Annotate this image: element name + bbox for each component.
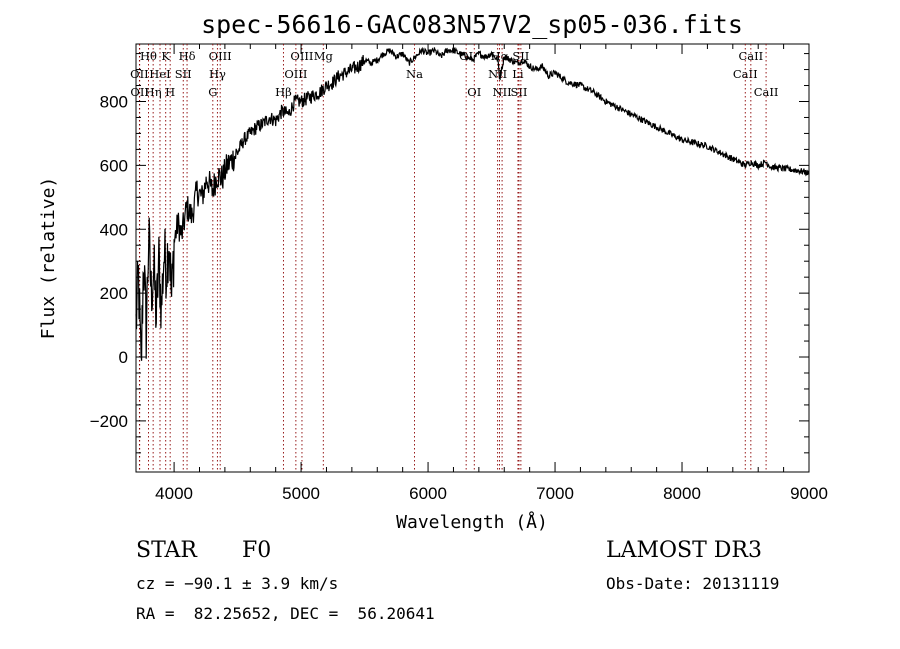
spectral-line-label: SII [175,67,192,81]
spectral-line-label: Hβ [275,85,292,99]
spectral-line-label: K [161,49,170,63]
axis-ticks-layer: 4000 5000 6000 7000 8000 9000 −200 0 200 400 600 80… [90,44,828,503]
spectral-line-label: Na [406,67,423,81]
x-tick-label: 7000 [536,484,574,503]
x-axis-label: Wavelength (Å) [396,511,548,533]
y-tick-label: 400 [100,220,128,239]
spectral-line-label: H [165,85,175,99]
y-axis-label: Flux (relative) [38,177,59,340]
spectral-line-label: HeI [149,67,170,81]
x-tick-label: 5000 [282,484,320,503]
y-tick-label: 0 [119,348,128,367]
x-tick-label: 6000 [409,484,447,503]
flux-series-line [135,46,810,361]
redshift-readout: cz = −90.1 ± 3.9 km/s [136,574,339,593]
spectral-line-label: Hγ [209,67,226,81]
coordinates-readout: RA = 82.25652, DEC = 56.20641 [136,604,435,623]
survey-name: LAMOST DR3 [606,538,762,563]
spectral-line-label: Mg [314,49,334,63]
spectral-line-label: Hη [145,85,162,99]
spectral-line-label: OIII [284,67,307,81]
spectral-line-label: Li [512,67,524,81]
spectral-line-label: OIII [290,49,313,63]
spectral-line-label: Hθ [140,49,157,63]
object-class: STAR [136,538,197,563]
spectral-line-label: SII [512,49,529,63]
spectral-line-label: NII [493,85,512,99]
spectral-line-label: CaII [738,49,763,63]
spectral-line-label: Hδ [179,49,196,63]
spectral-line-label: NII [488,67,507,81]
spectral-line-label: CaII [754,85,779,99]
object-subclass: F0 [242,538,272,563]
spectral-line-label: SII [510,85,527,99]
x-tick-label: 8000 [663,484,701,503]
y-tick-label: 600 [100,156,128,175]
spectral-line-label: OIII [209,49,232,63]
spectral-line-label: OII [130,85,149,99]
plot-frame [135,43,810,473]
chart-title: spec-56616-GAC083N57V2_sp05-036.fits [201,10,743,39]
y-tick-label: 200 [100,284,128,303]
y-tick-label: −200 [90,412,128,431]
x-tick-label: 4000 [155,484,193,503]
observation-date: Obs-Date: 20131119 [606,574,780,593]
spectral-line-label: CaII [733,67,758,81]
spectral-line-label: OII [130,67,149,81]
spectral-line-label: G [208,85,217,99]
y-tick-label: 800 [100,92,128,111]
spectral-line-label: OI [467,85,481,99]
x-tick-label: 9000 [790,484,828,503]
